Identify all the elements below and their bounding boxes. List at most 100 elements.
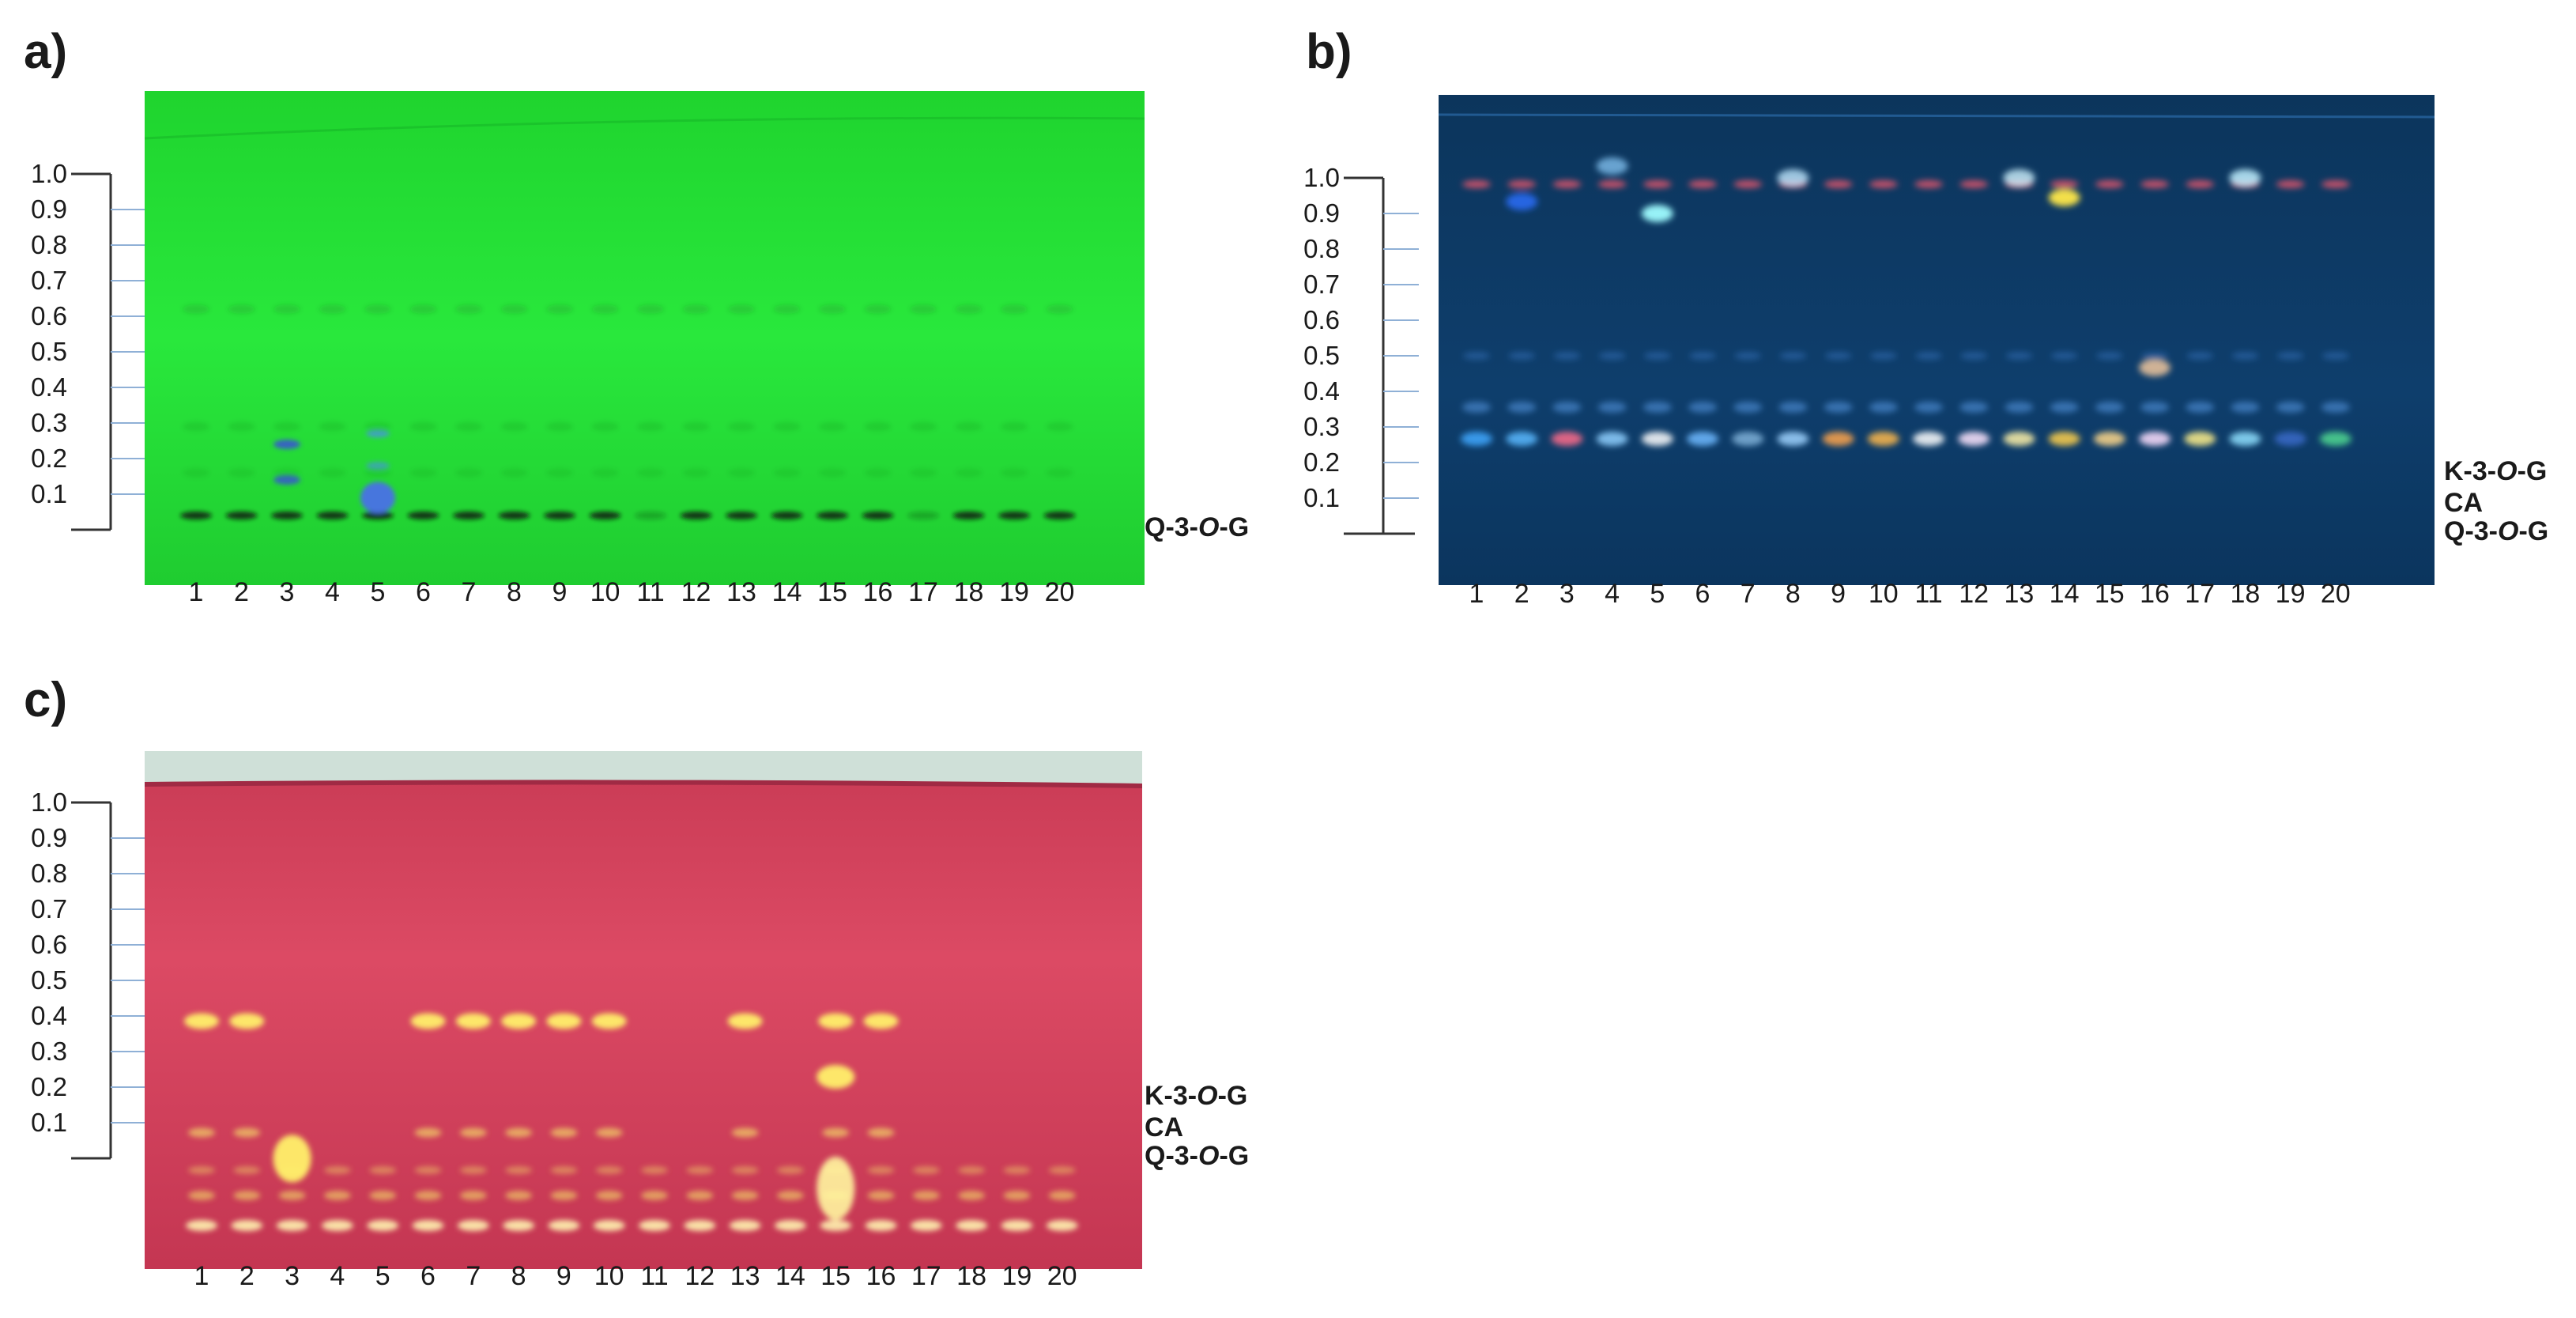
- tlc-band: [2319, 432, 2352, 446]
- tlc-band: [369, 1191, 397, 1200]
- tlc-band: [591, 1013, 627, 1029]
- lane-number: 11: [636, 577, 665, 607]
- tlc-band: [1596, 432, 1628, 446]
- rf-tick-label: 0.6: [31, 930, 67, 959]
- tlc-band: [180, 512, 212, 519]
- tlc-band: [276, 1220, 308, 1231]
- lane-number: 4: [325, 577, 340, 607]
- tlc-band: [273, 440, 300, 449]
- lane-number: 4: [1605, 579, 1620, 609]
- tlc-band: [1046, 421, 1073, 432]
- tlc-band: [505, 1166, 533, 1174]
- lane-number: 6: [421, 1261, 436, 1291]
- rf-tick-label: 1.0: [31, 159, 67, 188]
- tlc-band: [591, 468, 619, 478]
- tlc-band: [589, 512, 621, 519]
- tlc-band: [184, 1013, 219, 1029]
- tlc-band: [364, 468, 391, 478]
- tlc-band: [183, 468, 209, 478]
- plate-image: [1439, 95, 2435, 585]
- tlc-band: [501, 1013, 537, 1029]
- tlc-band: [2093, 432, 2125, 446]
- tlc-band: [635, 512, 666, 519]
- rf-tick-label: 0.2: [1303, 448, 1340, 477]
- tlc-band: [412, 1220, 444, 1231]
- tlc-band: [233, 1127, 261, 1138]
- standard-label: K-3-O-G: [1145, 1080, 1248, 1111]
- lane-number: 9: [556, 1261, 571, 1291]
- tlc-band: [1551, 432, 1583, 446]
- tlc-band: [686, 1166, 714, 1174]
- tlc-band: [544, 512, 575, 519]
- tlc-band: [2048, 189, 2080, 206]
- tlc-band: [459, 1191, 487, 1200]
- rf-tick-label: 0.1: [31, 1108, 67, 1137]
- rf-tick-label: 0.3: [31, 408, 67, 437]
- tlc-band: [637, 304, 664, 314]
- tlc-band: [319, 304, 346, 314]
- tlc-band: [1867, 432, 1899, 446]
- rf-scale-svg: 1.0 0.9 0.8 0.7 0.6 0.5 0.4 0.3 0.2 0.1: [31, 787, 146, 1160]
- tlc-band: [998, 512, 1030, 519]
- lane-number: 8: [1785, 579, 1801, 609]
- lane-number: 19: [999, 577, 1029, 607]
- tlc-band: [455, 421, 482, 432]
- tlc-band: [2186, 352, 2214, 360]
- standard-label: Q-3-O-G: [1145, 512, 1250, 542]
- tlc-band: [2321, 402, 2350, 413]
- tlc-band: [682, 468, 710, 478]
- lane-number: 13: [726, 577, 756, 607]
- rf-tick-label: 0.5: [31, 337, 67, 366]
- tlc-band: [364, 421, 391, 432]
- tlc-band: [1959, 402, 1989, 413]
- tlc-band: [1869, 180, 1898, 188]
- rf-tick-label: 0.8: [31, 859, 67, 888]
- tlc-band: [2003, 169, 2035, 187]
- lane-number: 17: [2185, 579, 2216, 609]
- tlc-band: [912, 1166, 940, 1174]
- tlc-band: [641, 1166, 668, 1174]
- tlc-band: [2095, 180, 2124, 188]
- lane-number: 15: [817, 577, 847, 607]
- tlc-band: [1552, 402, 1582, 413]
- tlc-band: [319, 421, 346, 432]
- tlc-band: [455, 1013, 491, 1029]
- lane-number: 20: [1044, 577, 1075, 607]
- lane-number: 9: [552, 577, 568, 607]
- tlc-band: [2050, 352, 2078, 360]
- tlc-band: [1641, 432, 1673, 446]
- lane-number: 18: [953, 577, 984, 607]
- tlc-band: [225, 512, 258, 519]
- lane-number: 10: [594, 1261, 624, 1291]
- tlc-band: [1689, 352, 1716, 360]
- rf-tick-label: 0.5: [1303, 341, 1340, 370]
- tlc-band: [862, 512, 894, 519]
- tlc-band: [817, 1065, 855, 1089]
- tlc-band: [455, 304, 482, 314]
- tlc-band: [362, 512, 394, 519]
- tlc-band: [731, 1127, 759, 1138]
- tlc-band: [776, 1166, 804, 1174]
- tlc-band: [1960, 352, 1988, 360]
- lane-number: 13: [2004, 579, 2035, 609]
- panel-label: c): [24, 673, 68, 727]
- tlc-band: [407, 512, 439, 519]
- tlc-band: [455, 468, 482, 478]
- tlc-band: [686, 1191, 714, 1200]
- tlc-band: [1824, 352, 1852, 360]
- tlc-band: [864, 421, 892, 432]
- tlc-band: [728, 468, 755, 478]
- tlc-band: [409, 304, 437, 314]
- tlc-band: [907, 512, 939, 519]
- rf-tick-label: 0.4: [1303, 376, 1340, 406]
- panel-label: b): [1306, 25, 1352, 79]
- lane-number: 18: [2230, 579, 2261, 609]
- lane-number: 12: [685, 1261, 715, 1291]
- tlc-band: [2095, 352, 2123, 360]
- tlc-band: [457, 1220, 489, 1231]
- lane-number: 5: [1650, 579, 1665, 609]
- lane-number: 9: [1831, 579, 1846, 609]
- tlc-band: [1506, 432, 1538, 446]
